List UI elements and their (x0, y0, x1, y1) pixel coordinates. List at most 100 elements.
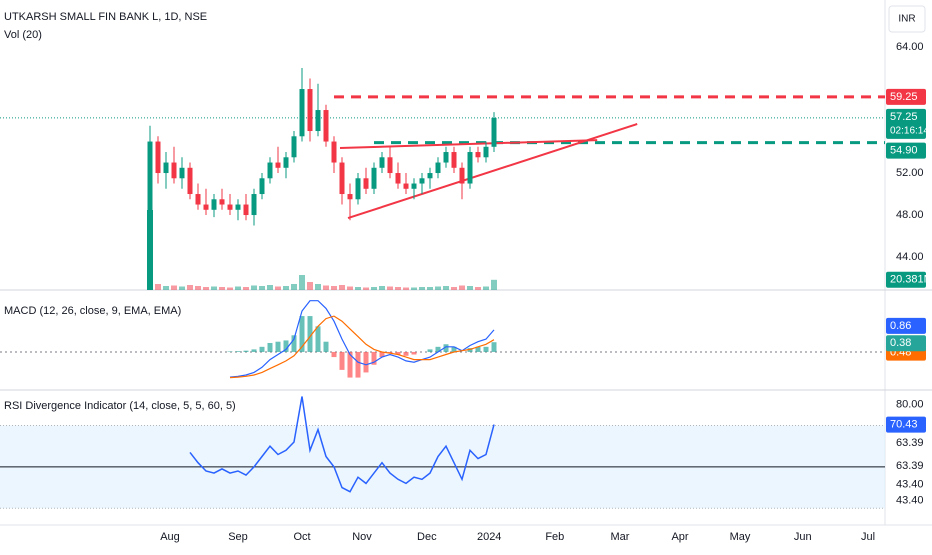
y-tick-label: 52.00 (896, 167, 924, 179)
x-tick-label: Jul (861, 531, 875, 543)
candle-body (435, 162, 441, 174)
y-tick-label: 44.00 (896, 251, 924, 263)
last-price-label-bg (886, 108, 926, 139)
volume-bar (147, 210, 153, 290)
candle-body (483, 146, 489, 158)
histogram-bar (331, 351, 337, 358)
volume-bar (211, 286, 217, 290)
histogram-bar (483, 346, 489, 352)
histogram-bar (291, 335, 297, 352)
candle-body (403, 183, 409, 189)
candle-body (387, 157, 393, 174)
candle-body (203, 204, 209, 210)
volume-bar (395, 287, 401, 290)
histogram-bar (323, 341, 329, 352)
candle-body (147, 141, 153, 216)
volume-bar (219, 287, 225, 290)
histogram-bar (267, 342, 273, 352)
candle-body (459, 167, 465, 184)
volume-bar (411, 287, 417, 290)
volume-bar (163, 286, 169, 290)
macd-line (229, 300, 495, 378)
histogram-bar (307, 316, 313, 352)
volume-label: 20.381M (890, 274, 932, 286)
histogram-bar (403, 351, 409, 356)
volume-bar (291, 284, 297, 290)
volume-bar (347, 286, 353, 290)
volume-label-bg (886, 271, 926, 288)
candle-body (227, 204, 233, 210)
volume-bar (323, 285, 329, 290)
y-tick-label: 63.39 (896, 437, 924, 449)
y-tick-label: 48.00 (896, 209, 924, 221)
candle-body (155, 141, 161, 174)
currency-box[interactable] (888, 5, 926, 33)
candle-body (419, 178, 425, 184)
x-tick-label: Nov (352, 531, 372, 543)
histogram-bar (395, 351, 401, 355)
candle-body (395, 173, 401, 184)
candle-body (347, 194, 353, 200)
histogram-bar (475, 346, 481, 352)
rsi-title: RSI Divergence Indicator (14, close, 5, … (4, 400, 236, 412)
signal-line (229, 315, 495, 379)
candle-body (171, 162, 177, 179)
candle-body (275, 162, 281, 168)
candle-body (299, 89, 305, 137)
histogram-bar (243, 350, 249, 352)
candle-body (251, 194, 257, 216)
volume-bar (187, 285, 193, 290)
macd-label: 0.86 (890, 320, 911, 332)
candle-body (363, 178, 369, 189)
rsi-line (189, 396, 495, 493)
x-tick-label: Sep (228, 531, 248, 543)
candle-body (291, 136, 297, 158)
x-tick-label: Dec (417, 531, 437, 543)
candle-body (195, 194, 201, 205)
histogram-bar (251, 349, 257, 352)
currency: INR (898, 14, 915, 25)
volume-bar (427, 287, 433, 290)
volume-bar (299, 275, 305, 290)
histogram-bar (443, 344, 449, 352)
trend-line (339, 139, 598, 150)
candle-body (331, 141, 337, 163)
volume-bar (171, 285, 177, 290)
volume-bar (419, 287, 425, 290)
histogram-bar (371, 351, 377, 365)
candle-body (355, 178, 361, 200)
candle-body (451, 152, 457, 168)
volume-bar (259, 286, 265, 290)
y-tick-label: 43.40 (896, 478, 924, 490)
x-tick-label: Mar (611, 531, 630, 543)
volume-bar (435, 286, 441, 290)
candle-body (267, 162, 273, 179)
rsi-label: 70.43 (890, 419, 918, 431)
volume-bar (483, 286, 489, 290)
volume-bar (491, 279, 497, 290)
x-tick-label: Oct (293, 531, 310, 543)
volume-bar (371, 287, 377, 290)
histogram-bar (491, 342, 497, 352)
volume-bar (251, 285, 257, 290)
x-tick-label: Feb (545, 531, 564, 543)
plot-label: 63.39 (896, 460, 924, 472)
candle-body (371, 167, 377, 189)
trend-line (347, 123, 638, 220)
hline-label: 59.25 (890, 91, 918, 103)
histogram-bar (299, 316, 305, 352)
candle-body (323, 110, 329, 142)
candle-body (467, 152, 473, 184)
histogram-bar (451, 346, 457, 352)
volume-bar (315, 284, 321, 290)
histogram-bar (275, 341, 281, 352)
x-tick-label: Jun (794, 531, 812, 543)
histogram-bar (315, 326, 321, 352)
volume-bar (387, 286, 393, 290)
candle-body (411, 183, 417, 189)
volume-bar (235, 286, 241, 290)
volume-bar (363, 287, 369, 290)
last-price-label: 57.25 (890, 111, 918, 123)
hline-label-bg (886, 142, 926, 159)
